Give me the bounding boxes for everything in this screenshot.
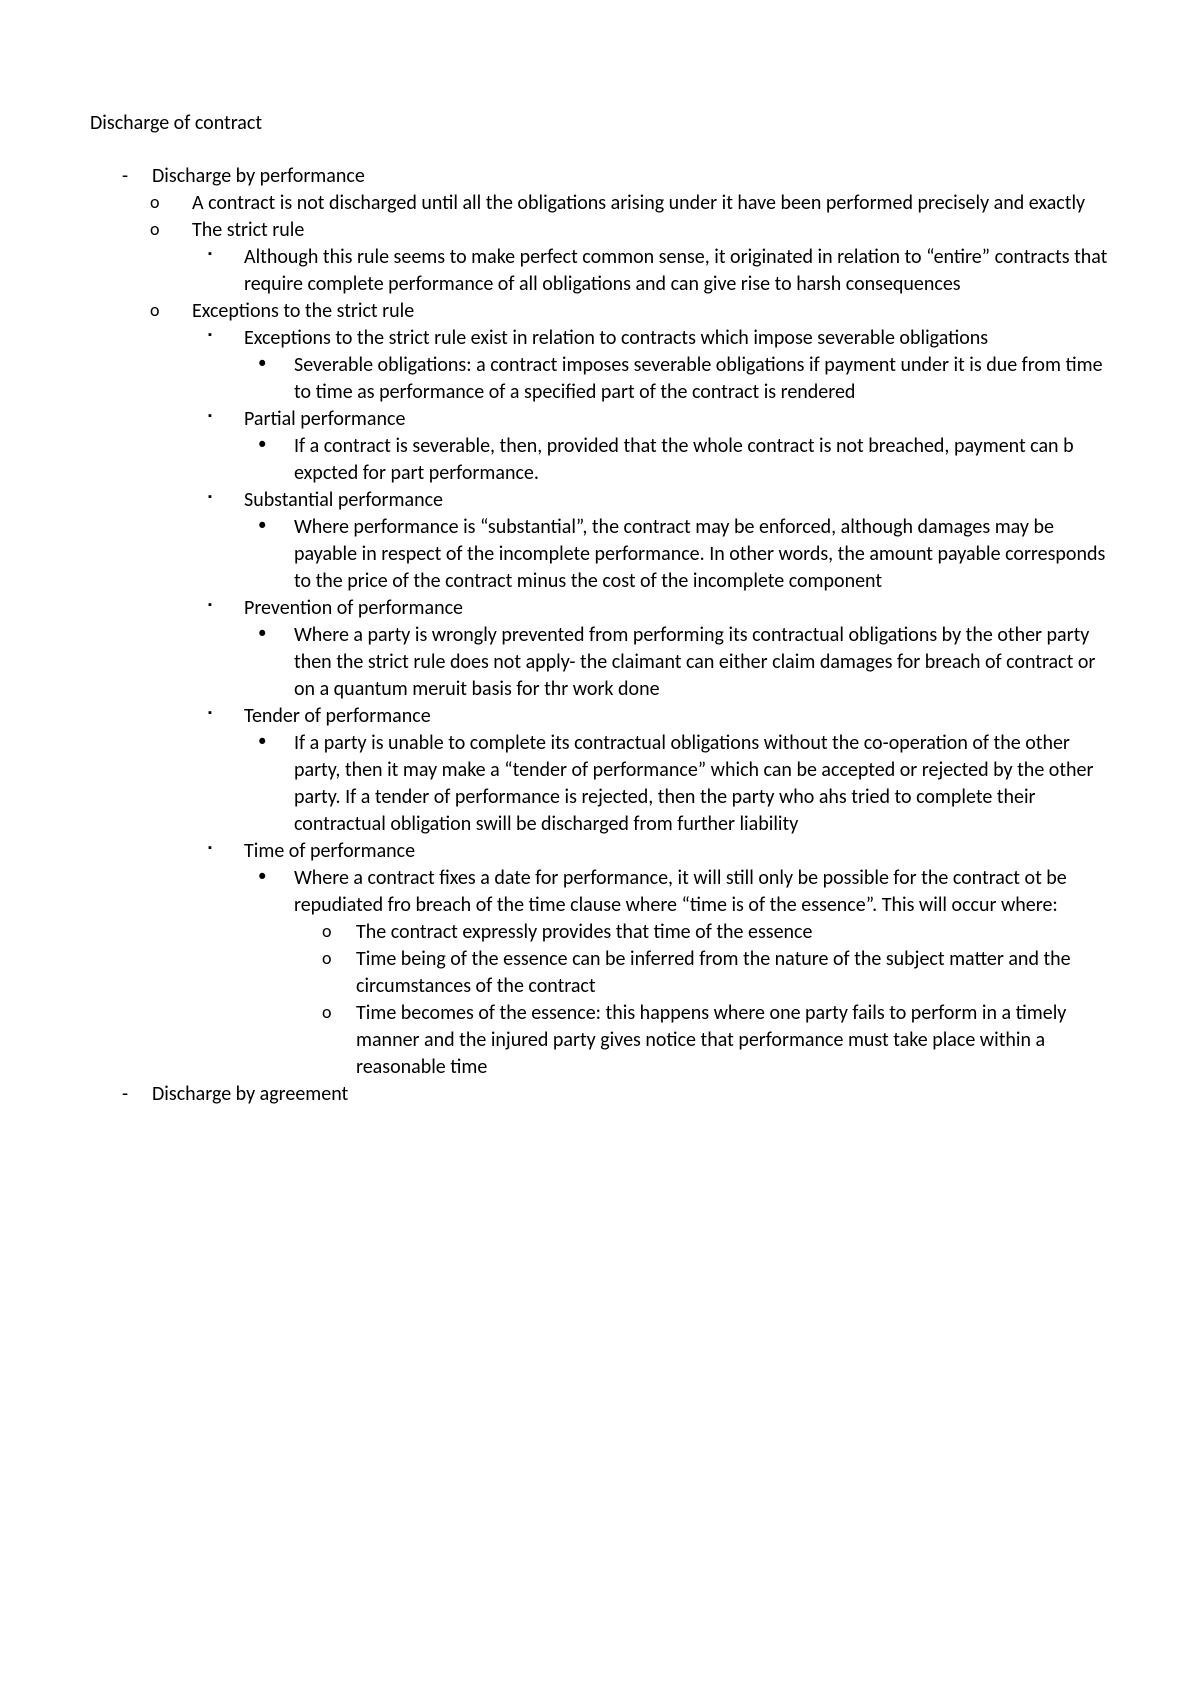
square-icon: ▪ [208, 409, 212, 424]
list-item: o The strict rule [150, 217, 1110, 244]
page-title: Discharge of contract [90, 110, 1110, 137]
list-item: ▪ Although this rule seems to make perfe… [208, 244, 1110, 298]
item-text: Severable obligations: a contract impose… [294, 353, 1103, 404]
square-icon: ▪ [208, 598, 212, 613]
dash-icon: - [122, 163, 128, 190]
hollow-circle-icon: o [322, 946, 332, 970]
item-text: Although this rule seems to make perfect… [244, 245, 1107, 296]
disc-icon: • [258, 433, 266, 456]
hollow-circle-icon: o [322, 1000, 332, 1024]
list-item: o Time becomes of the essence: this happ… [322, 1000, 1110, 1081]
square-icon: ▪ [208, 247, 212, 262]
list-item: ▪ Exceptions to the strict rule exist in… [208, 325, 1110, 352]
item-text: Time of performance [244, 839, 415, 863]
item-text: Where a party is wrongly prevented from … [294, 623, 1095, 701]
item-text: If a contract is severable, then, provid… [294, 434, 1074, 485]
item-text: Tender of performance [244, 704, 431, 728]
item-text: Partial performance [244, 407, 405, 431]
list-item: o Exceptions to the strict rule [150, 298, 1110, 325]
list-item: • Where a contract fixes a date for perf… [258, 865, 1110, 919]
item-text: If a party is unable to complete its con… [294, 731, 1093, 836]
hollow-circle-icon: o [150, 298, 160, 322]
list-item: ▪ Partial performance [208, 406, 1110, 433]
list-item: ▪ Tender of performance [208, 703, 1110, 730]
list-item: o Time being of the essence can be infer… [322, 946, 1110, 1000]
list-item: • Severable obligations: a contract impo… [258, 352, 1110, 406]
item-text: Discharge by agreement [152, 1082, 348, 1106]
item-text: A contract is not discharged until all t… [192, 191, 1085, 215]
list-item: - Discharge by performance [110, 163, 1110, 190]
disc-icon: • [258, 622, 266, 645]
square-icon: ▪ [208, 841, 212, 856]
item-text: Discharge by performance [152, 164, 365, 188]
list-item: • Where a party is wrongly prevented fro… [258, 622, 1110, 703]
square-icon: ▪ [208, 706, 212, 721]
list-item: ▪ Prevention of performance [208, 595, 1110, 622]
dash-icon: - [122, 1081, 128, 1108]
square-icon: ▪ [208, 328, 212, 343]
item-text: Exceptions to the strict rule [192, 299, 414, 323]
list-item: • If a contract is severable, then, prov… [258, 433, 1110, 487]
item-text: Exceptions to the strict rule exist in r… [244, 326, 988, 350]
item-text: The contract expressly provides that tim… [356, 920, 812, 944]
hollow-circle-icon: o [322, 919, 332, 943]
hollow-circle-icon: o [150, 190, 160, 214]
item-text: Time being of the essence can be inferre… [356, 947, 1071, 998]
item-text: The strict rule [192, 218, 304, 242]
disc-icon: • [258, 865, 266, 888]
item-text: Where a contract fixes a date for perfor… [294, 866, 1067, 917]
item-text: Where performance is “substantial”, the … [294, 515, 1105, 593]
list-item: ▪ Time of performance [208, 838, 1110, 865]
item-text: Time becomes of the essence: this happen… [356, 1001, 1066, 1079]
list-item: - Discharge by agreement [110, 1081, 1110, 1108]
disc-icon: • [258, 352, 266, 375]
document-page: Discharge of contract - Discharge by per… [0, 0, 1200, 1697]
list-item: • Where performance is “substantial”, th… [258, 514, 1110, 595]
square-icon: ▪ [208, 490, 212, 505]
list-item: o A contract is not discharged until all… [150, 190, 1110, 217]
outline-root: - Discharge by performance o A contract … [90, 163, 1110, 1108]
list-item: o The contract expressly provides that t… [322, 919, 1110, 946]
hollow-circle-icon: o [150, 217, 160, 241]
item-text: Substantial performance [244, 488, 443, 512]
list-item: ▪ Substantial performance [208, 487, 1110, 514]
item-text: Prevention of performance [244, 596, 463, 620]
list-item: • If a party is unable to complete its c… [258, 730, 1110, 838]
disc-icon: • [258, 730, 266, 753]
disc-icon: • [258, 514, 266, 537]
